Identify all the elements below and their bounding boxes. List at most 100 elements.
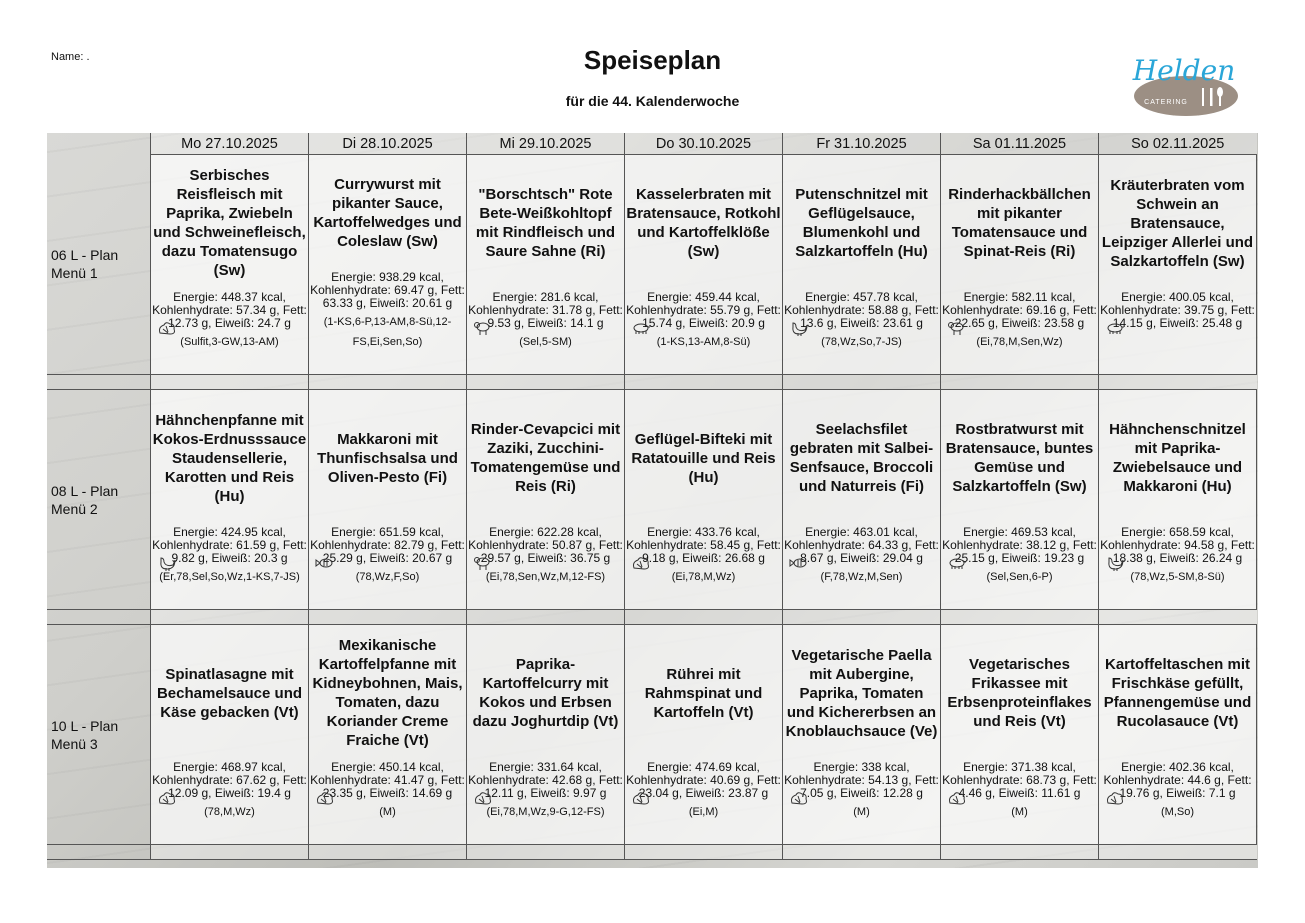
meal-cell: Seelachsfilet gebraten mit Salbei-Senfsa… [782, 389, 941, 610]
meal-title: Kartoffeltaschen mit Frischkäse gefüllt,… [1099, 625, 1256, 761]
meal-cell-content: Hähnchenpfanne mit Kokos-Erdnusssauce St… [151, 390, 308, 609]
nutrition-info: Energie: 463.01 kcal, Kohlenhydrate: 64.… [784, 525, 939, 565]
nutrition-info: Energie: 371.38 kcal, Kohlenhydrate: 68.… [942, 760, 1097, 800]
meal-cell: Rinderhackbällchen mit pikanter Tomatens… [940, 154, 1099, 375]
vegetable-icon [159, 792, 175, 805]
page-title: Speiseplan [583, 45, 722, 75]
day-header: So 02.11.2025 [1098, 133, 1257, 155]
meal-title: Geflügel-Bifteki mit Ratatouille und Rei… [625, 390, 782, 526]
fish-icon [789, 558, 807, 568]
meal-title-text: Kräuterbraten vom Schwein an Bratensauce… [1101, 176, 1254, 270]
svg-text:Helden: Helden [1132, 54, 1235, 87]
meal-cell-content: Kräuterbraten vom Schwein an Bratensauce… [1099, 155, 1256, 374]
pig-icon [1107, 323, 1124, 334]
meal-title: Spinatlasagne mit Bechamelsauce und Käse… [151, 625, 308, 761]
meal-title: Vegetarische Paella mit Aubergine, Papri… [783, 625, 940, 761]
menu-label: 10 L - Plan Menü 3 [51, 717, 119, 752]
nutrition-info: Energie: 457.78 kcal, Kohlenhydrate: 58.… [784, 290, 939, 330]
name-field: Name: . [51, 51, 90, 63]
nutrition-info: Energie: 331.64 kcal, Kohlenhydrate: 42.… [468, 760, 623, 800]
nutrition-info: Energie: 450.14 kcal, Kohlenhydrate: 41.… [310, 760, 465, 800]
meal-cell: Mexikanische Kartoffelpfanne mit Kidneyb… [308, 624, 467, 845]
fish-icon [315, 558, 333, 568]
allergens: (Er,78,Sel,So,Wz,1-KS,7-JS) [159, 571, 300, 583]
meal-title-text: Makkaroni mit Thunfischsalsa und Oliven-… [317, 430, 458, 486]
meal-cell-content: Vegetarisches Frikassee mit Erbsenprotei… [941, 625, 1098, 844]
allergens: (Sel,Sen,6-P) [986, 571, 1053, 583]
allergens: (M,So) [1161, 806, 1194, 818]
nutrition-info: Energie: 651.59 kcal, Kohlenhydrate: 82.… [310, 525, 465, 565]
day-header: Mi 29.10.2025 [466, 133, 625, 155]
menu-row: 08 L - Plan Menü 2 Hähnchenpfanne mit Ko… [47, 389, 1257, 610]
nutrition-info: Energie: 402.36 kcal, Kohlenhydrate: 44.… [1103, 760, 1252, 800]
meal-title: Rinder-Cevapcici mit Zaziki, Zucchini-To… [467, 390, 624, 526]
meal-cell: Hähnchenschnitzel mit Paprika-Zwiebelsau… [1098, 389, 1257, 610]
nutrition-info: Energie: 424.95 kcal, Kohlenhydrate: 61.… [152, 525, 307, 565]
vegetable-icon [633, 792, 649, 805]
meal-cell: Serbisches Reisfleisch mit Paprika, Zwie… [150, 154, 309, 375]
allergens: (78,Wz,F,So) [355, 571, 420, 583]
meal-cell-content: Rinder-Cevapcici mit Zaziki, Zucchini-To… [467, 390, 624, 609]
corner-cell [47, 133, 151, 155]
meal-cell-content: Hähnchenschnitzel mit Paprika-Zwiebelsau… [1099, 390, 1256, 609]
meal-title: Mexikanische Kartoffelpfanne mit Kidneyb… [309, 625, 466, 761]
meal-cell-content: Rinderhackbällchen mit pikanter Tomatens… [941, 155, 1098, 374]
nutrition-info: Energie: 468.97 kcal, Kohlenhydrate: 67.… [152, 760, 307, 800]
meal-title: Hähnchenpfanne mit Kokos-Erdnusssauce St… [151, 390, 308, 526]
meal-cell: Spinatlasagne mit Bechamelsauce und Käse… [150, 624, 309, 845]
nutrition-info: Energie: 474.69 kcal, Kohlenhydrate: 40.… [626, 760, 781, 800]
meal-title-text: Rinder-Cevapcici mit Zaziki, Zucchini-To… [470, 421, 621, 495]
meal-cell-content: Paprika-Kartoffelcurry mit Kokos und Erb… [467, 625, 624, 844]
day-header: Sa 01.11.2025 [940, 133, 1099, 155]
vegetable-icon [1107, 792, 1123, 805]
meal-title: Rostbratwurst mit Bratensauce, buntes Ge… [941, 390, 1098, 526]
menu-label: 06 L - Plan Menü 1 [51, 247, 119, 282]
allergens: (1-KS,13-AM,8-Sü) [656, 336, 751, 348]
nutrition-info: Energie: 281.6 kcal, Kohlenhydrate: 31.7… [468, 290, 623, 330]
meal-cell: Vegetarische Paella mit Aubergine, Papri… [782, 624, 941, 845]
meal-title-text: Hähnchenpfanne mit Kokos-Erdnusssauce St… [152, 411, 307, 505]
nutrition-info: Energie: 459.44 kcal, Kohlenhydrate: 55.… [626, 290, 781, 330]
meal-cell: Putenschnitzel mit Geflügelsauce, Blumen… [782, 154, 941, 375]
nutrition-info: Energie: 582.11 kcal, Kohlenhydrate: 69.… [942, 290, 1097, 330]
meal-cell-content: Rührei mit Rahmspinat und Kartoffeln (Vt… [625, 625, 782, 844]
allergens [1103, 332, 1252, 352]
menu-table: Mo 27.10.2025 Di 28.10.2025 Mi 29.10.2025 D… [47, 133, 1257, 860]
meal-cell-content: Seelachsfilet gebraten mit Salbei-Senfsa… [783, 390, 940, 609]
meal-cell-content: Putenschnitzel mit Geflügelsauce, Blumen… [783, 155, 940, 374]
meal-cell-content: Serbisches Reisfleisch mit Paprika, Zwie… [151, 155, 308, 374]
meal-title-text: Rostbratwurst mit Bratensauce, buntes Ge… [945, 421, 1094, 495]
sheep-icon [474, 557, 490, 570]
vegetable-icon [633, 557, 649, 570]
meal-cell: Rührei mit Rahmspinat und Kartoffeln (Vt… [624, 624, 783, 845]
meal-cell-content: Vegetarische Paella mit Aubergine, Papri… [783, 625, 940, 844]
meal-cell-content: Makkaroni mit Thunfischsalsa und Oliven-… [309, 390, 466, 609]
meal-cell: Kartoffeltaschen mit Frischkäse gefüllt,… [1098, 624, 1257, 845]
nutrition-info: Energie: 622.28 kcal, Kohlenhydrate: 50.… [468, 525, 623, 565]
meal-cell: "Borschtsch" Rote Bete-Weißkohltopf mit … [466, 154, 625, 375]
meal-cell: Paprika-Kartoffelcurry mit Kokos und Erb… [466, 624, 625, 845]
nutrition-info: Energie: 338 kcal, Kohlenhydrate: 54.13 … [784, 760, 939, 800]
meal-title: Currywurst mit pikanter Sauce, Kartoffel… [309, 155, 466, 271]
vegetable-icon [791, 792, 807, 805]
meal-cell-content: Geflügel-Bifteki mit Ratatouille und Rei… [625, 390, 782, 609]
meal-cell-content: Kartoffeltaschen mit Frischkäse gefüllt,… [1099, 625, 1256, 844]
meal-cell-content: Currywurst mit pikanter Sauce, Kartoffel… [309, 155, 466, 374]
menu-row: 06 L - Plan Menü 1 Serbisches Reisfleisc… [47, 154, 1257, 375]
meal-cell-content: Kasselerbraten mit Bratensauce, Rotkohl … [625, 155, 782, 374]
allergens: (Ei,78,M,Wz) [671, 571, 736, 583]
allergens: (M) [379, 806, 396, 818]
menu-label: 08 L - Plan Menü 2 [51, 482, 119, 517]
allergens: (M) [1011, 806, 1028, 818]
meal-title: Rinderhackbällchen mit pikanter Tomatens… [941, 155, 1098, 291]
allergens: (Sel,5-SM) [519, 336, 572, 348]
meal-title-text: Paprika-Kartoffelcurry mit Kokos und Erb… [472, 656, 619, 730]
sheep-icon [948, 322, 964, 335]
meal-cell-content: Mexikanische Kartoffelpfanne mit Kidneyb… [309, 625, 466, 844]
allergens: (Ei,78,Sen,Wz,M,12-FS) [485, 571, 606, 583]
meal-title-text: Vegetarisches Frikassee mit Erbsenprotei… [947, 656, 1092, 730]
nutrition-info: Energie: 400.05 kcal, Kohlenhydrate: 39.… [1100, 290, 1255, 330]
meal-title: Vegetarisches Frikassee mit Erbsenprotei… [941, 625, 1098, 761]
meal-title: Rührei mit Rahmspinat und Kartoffeln (Vt… [625, 625, 782, 761]
day-header-row: Mo 27.10.2025 Di 28.10.2025 Mi 29.10.2025 D… [47, 133, 1257, 155]
